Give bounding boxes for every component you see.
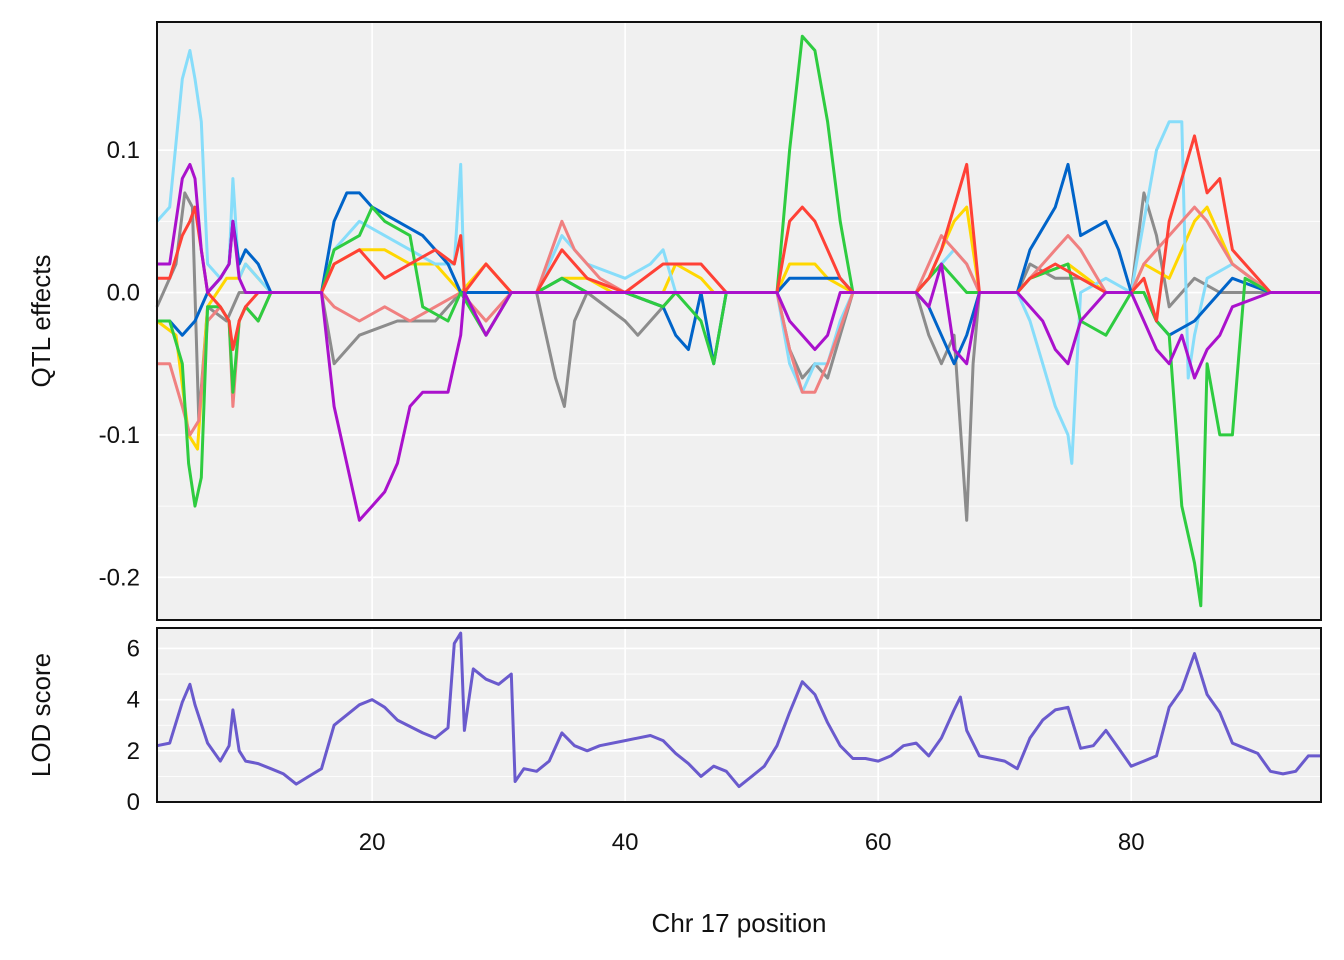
lod-y-tick-label: 4	[127, 687, 140, 714]
lod-plot-background	[157, 628, 1321, 802]
lod-plot-frame	[156, 627, 1322, 803]
x-tick-label: 20	[359, 829, 386, 856]
effects-plot-frame	[156, 21, 1322, 621]
lod-series-group	[156, 631, 1321, 789]
effects-y-axis-title: QTL effects	[26, 255, 56, 388]
effects-y-tick-label: -0.2	[99, 564, 140, 591]
effects-series-group	[155, 34, 1321, 608]
lod-panel: 0 2 4 6 LOD score	[26, 627, 1322, 816]
lod-gridlines	[157, 628, 1321, 803]
x-axis-title: Chr 17 position	[652, 908, 827, 938]
effects-panel: -0.2 -0.1 0.0 0.1 QTL effects	[26, 21, 1322, 621]
lod-y-tick-label: 0	[127, 789, 140, 816]
x-tick-label: 60	[865, 829, 892, 856]
effects-series-line-8	[157, 162, 1321, 522]
lod-series-line-1	[156, 631, 1321, 789]
lod-y-tick-label: 6	[127, 635, 140, 662]
effects-series-line-7	[157, 134, 1321, 351]
lod-y-axis-title: LOD score	[26, 653, 56, 777]
x-tick-labels: 20 40 60 80	[359, 829, 1145, 856]
effects-y-tick-label: -0.1	[99, 422, 140, 449]
x-tick-label: 40	[612, 829, 639, 856]
lod-y-tick-label: 2	[127, 738, 140, 765]
lod-y-tick-labels: 0 2 4 6	[127, 635, 140, 816]
x-tick-label: 80	[1118, 829, 1145, 856]
effects-y-tick-labels: -0.2 -0.1 0.0 0.1	[99, 137, 140, 591]
effects-y-tick-label: 0.0	[107, 280, 140, 307]
effects-y-tick-label: 0.1	[107, 137, 140, 164]
effects-plot-background	[157, 22, 1321, 620]
